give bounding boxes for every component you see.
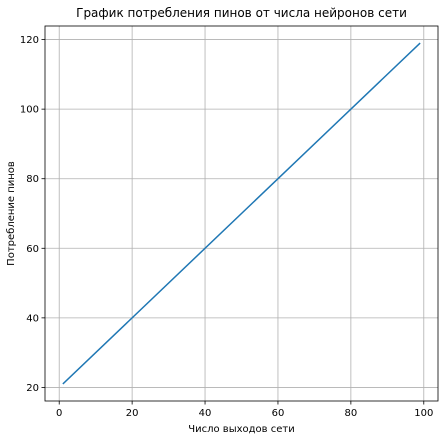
x-tick-label: 40 [199,408,212,419]
plot-frame [44,25,439,402]
y-tick-label: 20 [26,383,39,394]
y-tick-label: 100 [20,105,39,116]
x-tick-label: 20 [126,408,139,419]
chart-title: График потребления пинов от числа нейрон… [76,6,407,20]
y-tick-label: 40 [26,313,39,324]
x-tick-label: 100 [414,408,433,419]
y-tick-label: 120 [20,35,39,46]
series-line [62,42,421,385]
y-axis-label: Потребление пинов [6,161,17,266]
x-tick-label: 60 [272,408,285,419]
y-tick-label: 80 [26,174,39,185]
x-tick-label: 80 [345,408,358,419]
x-tick-label: 0 [56,408,62,419]
x-axis-label: Число выходов сети [188,424,294,435]
y-tick-label: 60 [26,244,39,255]
axis-ticks: 0 20 40 60 80 100 20 40 60 80 100 120 [20,35,433,419]
series-layer [62,42,421,385]
grid [45,26,438,401]
